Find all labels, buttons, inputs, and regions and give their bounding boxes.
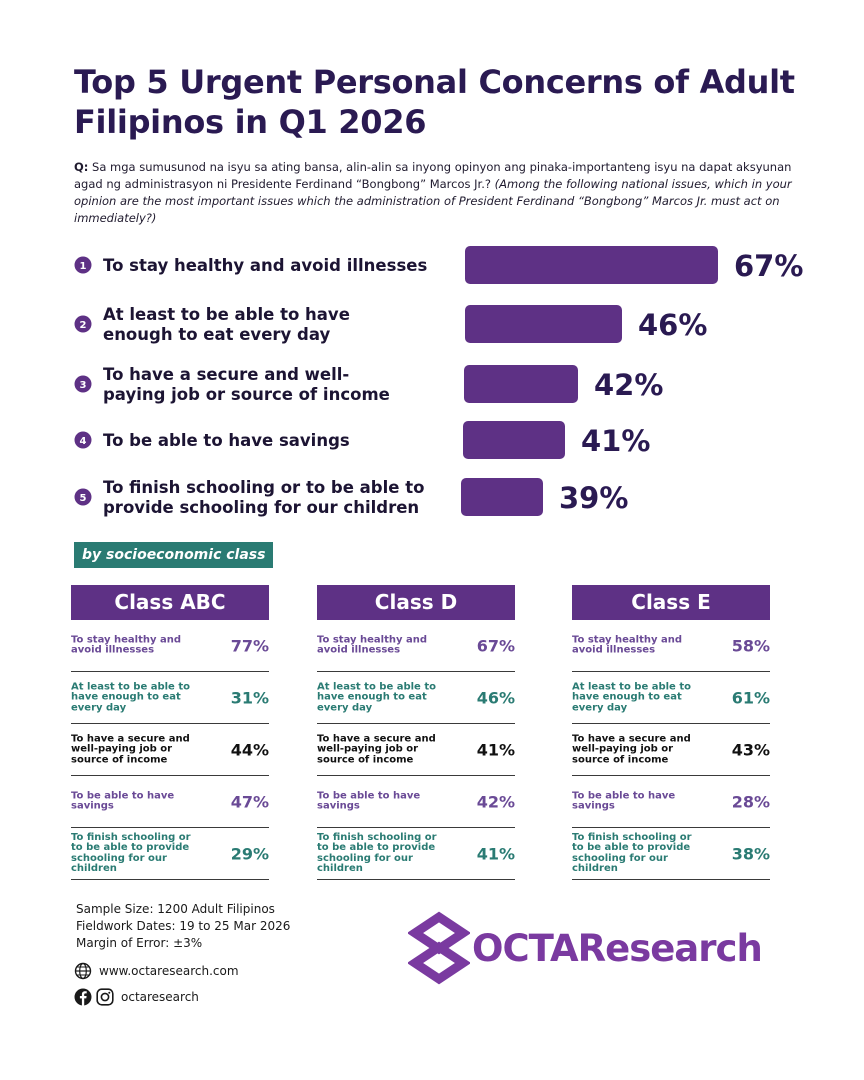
row-value: 31%: [230, 688, 269, 707]
fieldwork-dates: Fieldwork Dates: 19 to 25 Mar 2026: [76, 919, 291, 933]
value-label: 42%: [594, 368, 663, 402]
table-row: To have a secure and well-paying job or …: [71, 724, 269, 776]
rank-badge: [74, 315, 92, 333]
row-value: 47%: [230, 792, 269, 811]
row-value: 41%: [476, 740, 515, 759]
website-link[interactable]: www.octaresearch.com: [99, 964, 239, 978]
row-value: 28%: [731, 792, 770, 811]
class-header: Class E: [572, 585, 770, 620]
row-value: 38%: [731, 844, 770, 863]
bar: [465, 246, 718, 284]
row-value: 46%: [476, 688, 515, 707]
row-label: To be able to have savings: [572, 790, 676, 812]
rank-badge: [74, 488, 92, 506]
row-value: 67%: [476, 636, 515, 655]
question-filipino: Sa mga sumusunod na isyu sa ating bansa,…: [74, 160, 792, 191]
bar: [463, 421, 565, 459]
table-row: To be able to have savings 28%: [572, 776, 770, 828]
social-handle[interactable]: octaresearch: [121, 990, 199, 1004]
row-label: To stay healthy and avoid illnesses: [71, 634, 182, 656]
sample-size: Sample Size: 1200 Adult Filipinos: [76, 902, 275, 916]
rank-badge: [74, 431, 92, 449]
globe-icon: [74, 962, 92, 980]
table-row: To stay healthy and avoid illnesses 58%: [572, 620, 770, 672]
table-row: To have a secure and well-paying job or …: [572, 724, 770, 776]
category-label: At least to be able to have enough to eat…: [103, 305, 350, 344]
class-header: Class D: [317, 585, 515, 620]
rank-number: 1: [80, 261, 87, 272]
category-label: To stay healthy and avoid illnesses: [103, 256, 427, 275]
survey-details: Sample Size: 1200 Adult Filipinos Fieldw…: [76, 901, 290, 952]
rank-number: 4: [80, 436, 87, 447]
class-header: Class ABC: [71, 585, 269, 620]
value-label: 46%: [638, 308, 707, 342]
octa-logo: OCTAResearch: [408, 908, 788, 988]
page-title: Top 5 Urgent Personal Concerns of Adult …: [74, 63, 795, 141]
row-label: At least to be able to have enough to ea…: [71, 680, 190, 713]
row-label: To have a secure and well-paying job or …: [317, 732, 436, 765]
row-value: 29%: [230, 844, 269, 863]
table-row: At least to be able to have enough to ea…: [572, 672, 770, 724]
margin-of-error: Margin of Error: ±3%: [76, 936, 203, 950]
survey-question: Q: Sa mga sumusunod na isyu sa ating ban…: [74, 159, 814, 227]
table-row: At least to be able to have enough to ea…: [317, 672, 515, 724]
row-value: 41%: [476, 844, 515, 863]
row-value: 44%: [230, 740, 269, 759]
table-row: To be able to have savings 47%: [71, 776, 269, 828]
question-label: Q:: [74, 160, 89, 174]
row-label: To finish schooling or to be able to pro…: [71, 831, 191, 874]
row-label: To finish schooling or to be able to pro…: [317, 831, 437, 874]
logo-text: OCTAResearch: [472, 926, 763, 970]
social-row[interactable]: octaresearch: [74, 987, 199, 1007]
table-row: To finish schooling or to be able to pro…: [572, 828, 770, 880]
bar: [465, 305, 622, 343]
bar: [464, 365, 578, 403]
category-label: To finish schooling or to be able to prov…: [103, 478, 424, 517]
category-label: To have a secure and well-paying job or …: [103, 365, 390, 404]
rank-number: 2: [80, 320, 87, 331]
row-label: To have a secure and well-paying job or …: [71, 732, 190, 765]
question-english: (Among the following national issues, wh…: [74, 177, 792, 225]
row-value: 58%: [731, 636, 770, 655]
row-label: To finish schooling or to be able to pro…: [572, 831, 692, 874]
bar: [461, 478, 543, 516]
class-abc-panel: Class ABC To stay healthy and avoid illne…: [71, 585, 269, 880]
row-label: To be able to have savings: [71, 790, 175, 812]
concerns-bar-chart: 1 To stay healthy and avoid illnesses 67% 2…: [74, 246, 803, 517]
rank-number: 3: [80, 380, 87, 391]
value-label: 39%: [559, 481, 628, 515]
facebook-icon[interactable]: [74, 988, 92, 1006]
value-label: 67%: [734, 249, 803, 283]
row-value: 42%: [476, 792, 515, 811]
table-row: To stay healthy and avoid illnesses 67%: [317, 620, 515, 672]
row-value: 77%: [230, 636, 269, 655]
rank-badge: [74, 256, 92, 274]
website-row[interactable]: www.octaresearch.com: [74, 962, 239, 980]
value-label: 41%: [581, 424, 650, 458]
row-label: At least to be able to have enough to ea…: [572, 680, 691, 713]
row-label: At least to be able to have enough to ea…: [317, 680, 436, 713]
rank-number: 5: [80, 493, 87, 504]
table-row: To stay healthy and avoid illnesses 77%: [71, 620, 269, 672]
table-row: To be able to have savings 42%: [317, 776, 515, 828]
table-row: To have a secure and well-paying job or …: [317, 724, 515, 776]
row-value: 61%: [731, 688, 770, 707]
row-label: To stay healthy and avoid illnesses: [572, 634, 683, 656]
category-label: To be able to have savings: [103, 431, 350, 450]
table-row: At least to be able to have enough to ea…: [71, 672, 269, 724]
table-row: To finish schooling or to be able to pro…: [71, 828, 269, 880]
table-row: To finish schooling or to be able to pro…: [317, 828, 515, 880]
row-label: To have a secure and well-paying job or …: [572, 732, 691, 765]
class-d-panel: Class D To stay healthy and avoid illness…: [317, 585, 515, 880]
section-label: by socioeconomic class: [74, 542, 274, 568]
instagram-icon[interactable]: [96, 988, 114, 1006]
row-label: To be able to have savings: [317, 790, 421, 812]
rank-badge: [74, 375, 92, 393]
class-e-panel: Class E To stay healthy and avoid illness…: [572, 585, 770, 880]
octa-logo-icon: [408, 911, 470, 985]
row-label: To stay healthy and avoid illnesses: [317, 634, 428, 656]
row-value: 43%: [731, 740, 770, 759]
